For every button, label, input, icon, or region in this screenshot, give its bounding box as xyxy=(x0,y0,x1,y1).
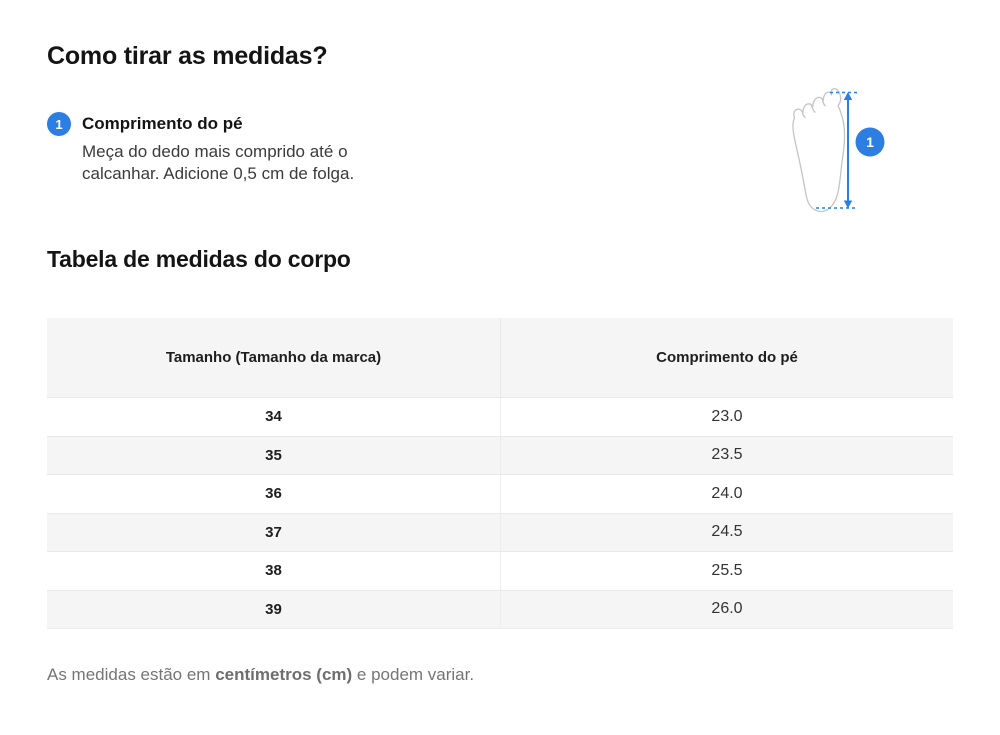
measure-label: Comprimento do pé xyxy=(82,114,243,133)
svg-text:1: 1 xyxy=(866,134,874,150)
table-row: 36 24.0 xyxy=(47,474,953,513)
size-cell: 39 xyxy=(265,600,282,618)
size-cell: 34 xyxy=(265,408,282,426)
measure-text: Comprimento do pé Meça do dedo mais comp… xyxy=(82,111,422,185)
foot-measurement-diagram: 1 xyxy=(792,88,885,213)
size-cell: 37 xyxy=(265,523,282,541)
table-row: 37 24.5 xyxy=(47,512,953,551)
footnote-suffix: e podem variar. xyxy=(352,665,475,684)
length-cell: 25.5 xyxy=(500,552,953,590)
diagram-marker-badge: 1 xyxy=(855,127,885,157)
table-header-row: Tamanho (Tamanho da marca) Comprimento d… xyxy=(47,318,953,397)
length-cell: 26.0 xyxy=(500,590,953,628)
table-section-title: Tabela de medidas do corpo xyxy=(47,246,351,272)
size-cell: 36 xyxy=(265,485,282,503)
size-cell: 38 xyxy=(265,562,282,580)
table-row: 34 23.0 xyxy=(47,397,953,436)
footnote-prefix: As medidas estão em xyxy=(47,665,216,684)
length-cell: 24.5 xyxy=(500,513,953,551)
size-table: Tamanho (Tamanho da marca) Comprimento d… xyxy=(47,318,953,629)
page-title: Como tirar as medidas? xyxy=(47,42,328,70)
foot-outline-icon xyxy=(792,88,846,213)
table-row: 38 25.5 xyxy=(47,551,953,590)
table-header-size: Tamanho (Tamanho da marca) xyxy=(165,349,382,366)
table-row: 35 23.5 xyxy=(47,435,953,474)
table-header-foot-length: Comprimento do pé xyxy=(500,318,953,397)
length-cell: 23.0 xyxy=(500,398,953,436)
measure-item-foot-length: 1 Comprimento do pé Meça do dedo mais co… xyxy=(47,111,467,185)
length-cell: 24.0 xyxy=(500,475,953,513)
size-cell: 35 xyxy=(265,446,282,464)
measurement-arrow-icon xyxy=(816,91,857,209)
table-row: 39 26.0 xyxy=(47,589,953,628)
measure-description: Meça do dedo mais comprido até o calcanh… xyxy=(82,142,355,183)
measurements-footnote: As medidas estão em centímetros (cm) e p… xyxy=(47,665,474,685)
length-cell: 23.5 xyxy=(500,436,953,474)
step-number-badge: 1 xyxy=(47,112,71,136)
footnote-bold: centímetros (cm) xyxy=(215,665,353,684)
